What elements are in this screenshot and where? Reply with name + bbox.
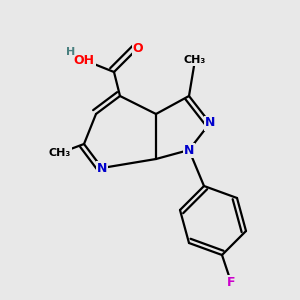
Text: F: F: [227, 275, 235, 289]
Text: CH₃: CH₃: [49, 148, 71, 158]
Text: N: N: [205, 116, 215, 130]
Text: N: N: [97, 161, 107, 175]
Text: O: O: [133, 41, 143, 55]
Text: CH₃: CH₃: [184, 55, 206, 65]
Text: OH: OH: [74, 53, 94, 67]
Text: H: H: [66, 46, 75, 57]
Text: N: N: [184, 143, 194, 157]
